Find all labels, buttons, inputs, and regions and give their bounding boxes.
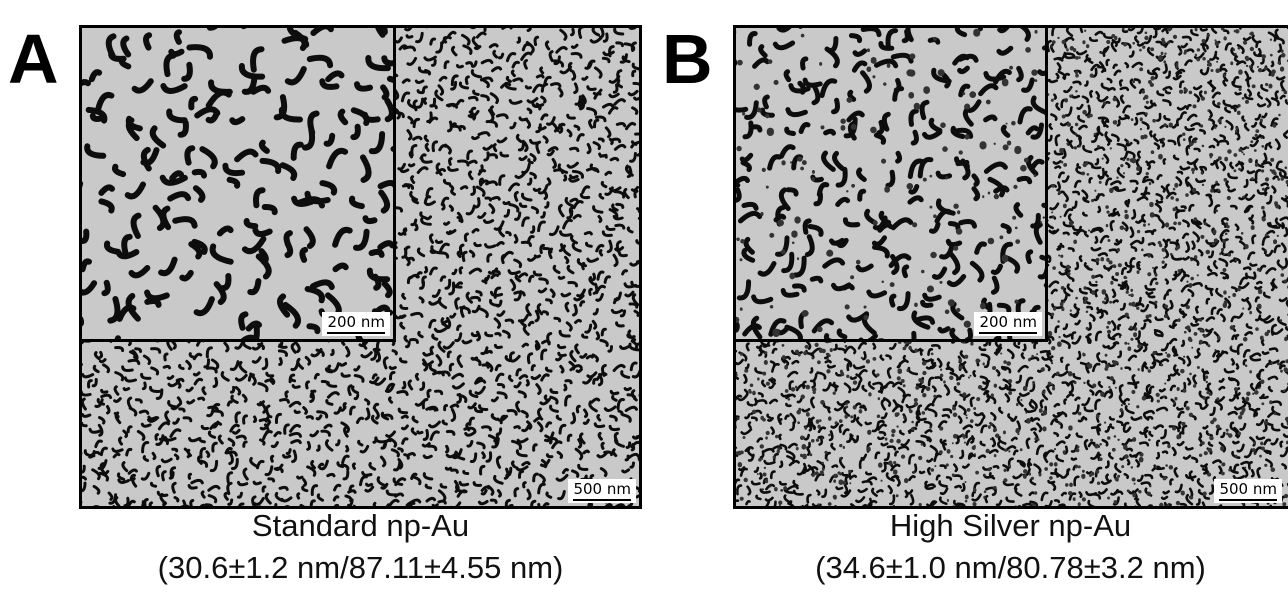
- scale-bar-line: [1219, 499, 1277, 501]
- inset-scale-bar: 200 nm: [322, 312, 390, 336]
- scale-bar-line: [327, 332, 385, 334]
- sem-inset-standard: 200 nm: [82, 28, 396, 342]
- sem-image-standard: 200 nm 500 nm: [79, 25, 642, 509]
- caption-a: Standard np-Au (30.6±1.2 nm/87.11±4.55 n…: [79, 505, 642, 589]
- caption-title: Standard np-Au: [251, 508, 470, 543]
- caption-b: High Silver np-Au (34.6±1.0 nm/80.78±3.2…: [733, 505, 1288, 589]
- caption-values: (34.6±1.0 nm/80.78±3.2 nm): [815, 550, 1206, 585]
- main-scale-label: 500 nm: [1219, 480, 1277, 498]
- main-scale-bar: 500 nm: [1214, 479, 1282, 503]
- inset-scale-bar: 200 nm: [974, 312, 1042, 336]
- scale-bar-line: [979, 332, 1037, 334]
- inset-scale-label: 200 nm: [327, 313, 385, 331]
- sem-inset-high-silver: 200 nm: [736, 28, 1048, 342]
- panel-label-b: B: [662, 20, 713, 98]
- caption-values: (30.6±1.2 nm/87.11±4.55 nm): [157, 550, 564, 585]
- inset-scale-label: 200 nm: [979, 313, 1037, 331]
- scale-bar-line: [573, 499, 631, 501]
- sem-image-high-silver: 200 nm 500 nm: [733, 25, 1288, 509]
- caption-title: High Silver np-Au: [889, 508, 1132, 543]
- panel-label-a: A: [8, 20, 59, 98]
- main-scale-bar: 500 nm: [568, 479, 636, 503]
- main-scale-label: 500 nm: [573, 480, 631, 498]
